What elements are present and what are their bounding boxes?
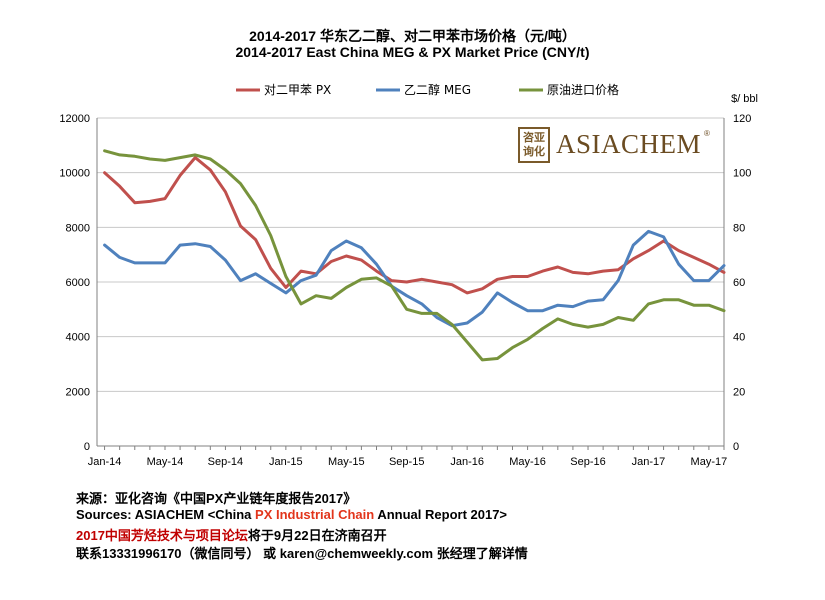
- footer-source-cn: 来源：亚化咨询《中国PX产业链年度报告2017》: [76, 491, 357, 506]
- y-right-tick-label: 100: [733, 168, 751, 180]
- y-left-tick-label: 2000: [66, 386, 90, 398]
- y-right-tick-label: 20: [733, 386, 745, 398]
- footer-forum-name: 2017中国芳烃技术与项目论坛: [76, 528, 248, 543]
- x-tick-label: May-14: [147, 456, 184, 468]
- x-tick-label: May-17: [691, 456, 728, 468]
- legend-label: 原油进口价格: [547, 82, 619, 97]
- y-right-tick-label: 120: [733, 113, 751, 125]
- y-left-tick-label: 10000: [59, 168, 90, 180]
- series-line: [103, 156, 726, 295]
- y-left-tick-label: 12000: [59, 113, 90, 125]
- y-left-tick-label: 6000: [66, 277, 90, 289]
- legend-label: 对二甲苯 PX: [264, 83, 331, 97]
- legend-label: 乙二醇 MEG: [404, 82, 471, 97]
- chart-title-cn: 2014-2017 华东乙二醇、对二甲苯市场价格（元/吨）: [249, 28, 576, 44]
- logo-registered-mark: ®: [704, 129, 710, 138]
- y-right-tick-label: 0: [733, 441, 739, 453]
- y-left-tick-label: 0: [84, 441, 90, 453]
- x-tick-label: Jan-14: [88, 456, 122, 468]
- asiachem-logo: 咨亚询化 ASIACHEM ®: [518, 127, 714, 167]
- logo-brand: ASIACHEM: [556, 129, 702, 159]
- x-tick-label: Jan-16: [450, 456, 484, 468]
- x-tick-label: Sep-16: [570, 456, 605, 468]
- series-line: [103, 149, 726, 362]
- footer-source-en: Sources: ASIACHEM <China PX Industrial C…: [76, 507, 507, 522]
- x-tick-label: Jan-15: [269, 456, 303, 468]
- x-tick-label: Jan-17: [632, 456, 666, 468]
- y-left-tick-label: 8000: [66, 222, 90, 234]
- x-tick-label: May-16: [509, 456, 546, 468]
- logo-seal: 咨亚询化: [518, 127, 550, 163]
- footer-contact: 联系13331996170（微信同号） 或 karen@chemweekly.c…: [76, 546, 528, 561]
- x-tick-label: May-15: [328, 456, 365, 468]
- series-line: [103, 229, 726, 328]
- y-right-tick-label: 80: [733, 222, 745, 234]
- y-left-tick-label: 4000: [66, 332, 90, 344]
- footer-source-en-post: Annual Report 2017>: [374, 507, 508, 522]
- x-tick-label: Sep-15: [389, 456, 424, 468]
- y-right-tick-label: 40: [733, 332, 745, 344]
- x-tick-label: Sep-14: [208, 456, 243, 468]
- chart-title-en: 2014-2017 East China MEG & PX Market Pri…: [235, 44, 590, 60]
- y-right-axis-label: $/ bbl: [731, 93, 758, 105]
- footer-source-en-highlight: PX Industrial Chain: [255, 507, 375, 522]
- footer-forum-date: 将于9月22日在济南召开: [247, 528, 387, 543]
- footer-forum: 2017中国芳烃技术与项目论坛将于9月22日在济南召开: [76, 525, 387, 544]
- y-right-tick-label: 60: [733, 277, 745, 289]
- footer-source-en-pre: Sources: ASIACHEM <China: [76, 507, 256, 522]
